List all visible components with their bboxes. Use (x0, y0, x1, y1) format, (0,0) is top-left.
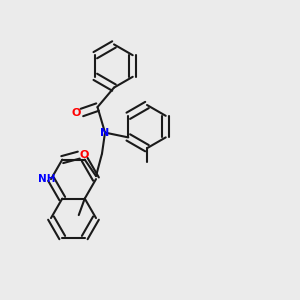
Text: NH: NH (38, 174, 55, 184)
Text: O: O (72, 107, 81, 118)
Text: O: O (80, 150, 89, 160)
Text: N: N (100, 128, 109, 138)
